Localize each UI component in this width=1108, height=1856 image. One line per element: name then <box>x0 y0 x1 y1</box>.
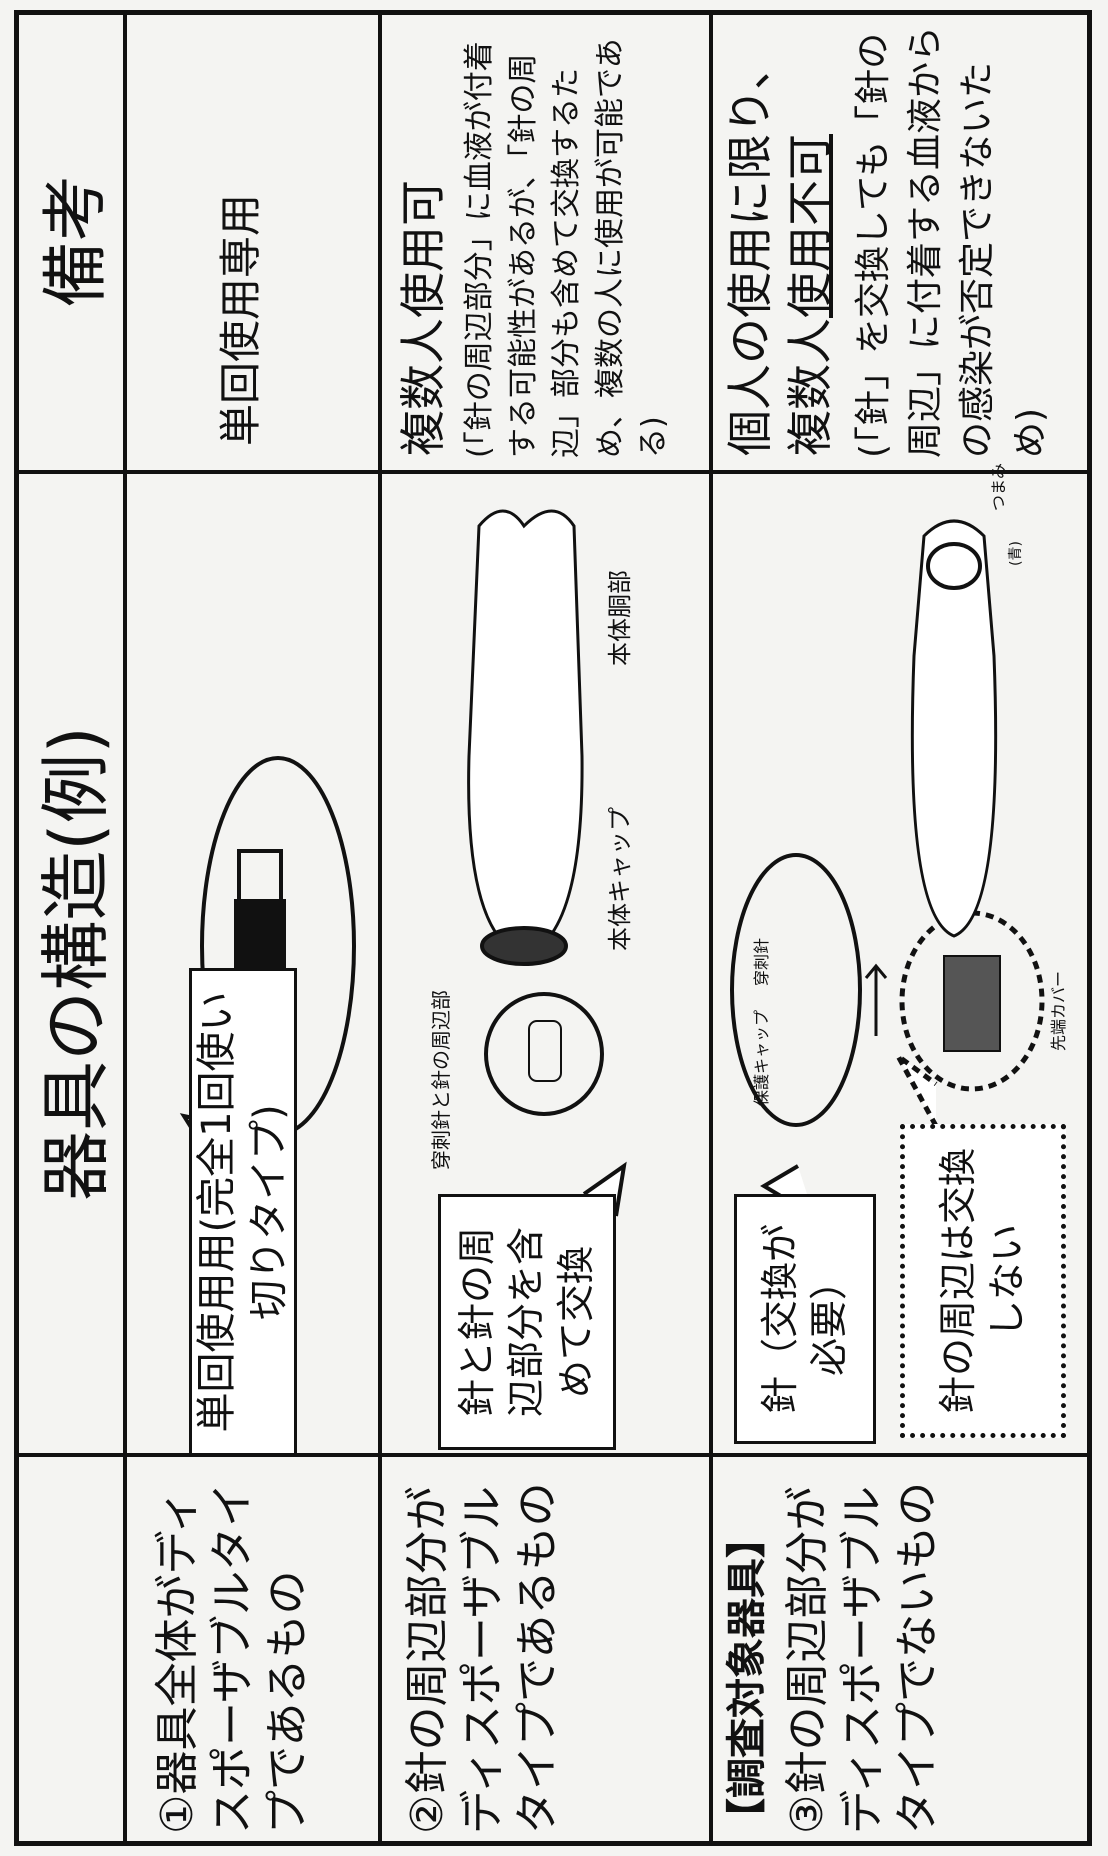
callout: 針の周辺は交換しない <box>900 1124 1066 1438</box>
remarks-heading: 個人の使用に限り、 <box>723 43 777 456</box>
device-body <box>910 519 998 938</box>
callout-tail <box>895 1053 939 1128</box>
ellipse <box>730 853 862 1127</box>
tip-cover <box>943 955 1001 1052</box>
callout: 針（交換が必要） <box>734 1194 876 1444</box>
label: 本体胴部 <box>606 570 634 666</box>
label: 本体キャップ <box>606 807 634 951</box>
illustrations <box>179 509 1045 1218</box>
label: 先端カバー <box>1049 970 1068 1051</box>
description: ①器具全体がディスポーザブルタイプであるもの <box>152 1482 313 1834</box>
device-cap <box>480 926 568 966</box>
header-remarks: 備考 <box>14 10 126 473</box>
label: 穿刺針 <box>752 937 771 986</box>
label: つまみ <box>989 462 1008 511</box>
description: ③針の周辺部分がディスポーザブルタイプでないもの <box>782 1482 943 1834</box>
arrow <box>864 963 888 1036</box>
callout: 単回使用用(完全1回使い切りタイプ) <box>189 968 297 1456</box>
header-title: 器具の構造(例) <box>14 471 126 1456</box>
ellipse <box>484 992 604 1116</box>
description: ②針の周辺部分がディスポーザブルタイプであるもの <box>402 1482 563 1834</box>
tag: 【調査対象器具】 <box>724 1518 770 1838</box>
remarks-heading: 複数人使用可 <box>396 180 450 456</box>
text: 複数人 <box>783 318 837 456</box>
needle-tip <box>528 1020 562 1082</box>
label: 穿刺針と針の周辺部 <box>429 990 453 1170</box>
remarks-note: (「針」を交換しても「針の周辺」に付着する血液からの感染が否定できないため) <box>853 25 1051 458</box>
label: (青) <box>1008 541 1024 566</box>
label: 保護キャップ <box>752 1009 771 1106</box>
remarks-heading: 単回使用専用 <box>216 193 265 446</box>
lancet-head <box>237 849 283 903</box>
device-body <box>467 509 584 958</box>
text: 使用不可 <box>783 134 837 318</box>
remarks-note: (「針の周辺部分」に血液が付着する可能性があるが、「針の周辺」部分も含めて交換す… <box>462 38 671 458</box>
remarks-heading: 複数人使用不可 <box>782 134 840 456</box>
knob <box>926 542 982 590</box>
header-cell <box>14 1454 126 1846</box>
callout: 針と針の周辺部分を含めて交換 <box>438 1194 616 1450</box>
